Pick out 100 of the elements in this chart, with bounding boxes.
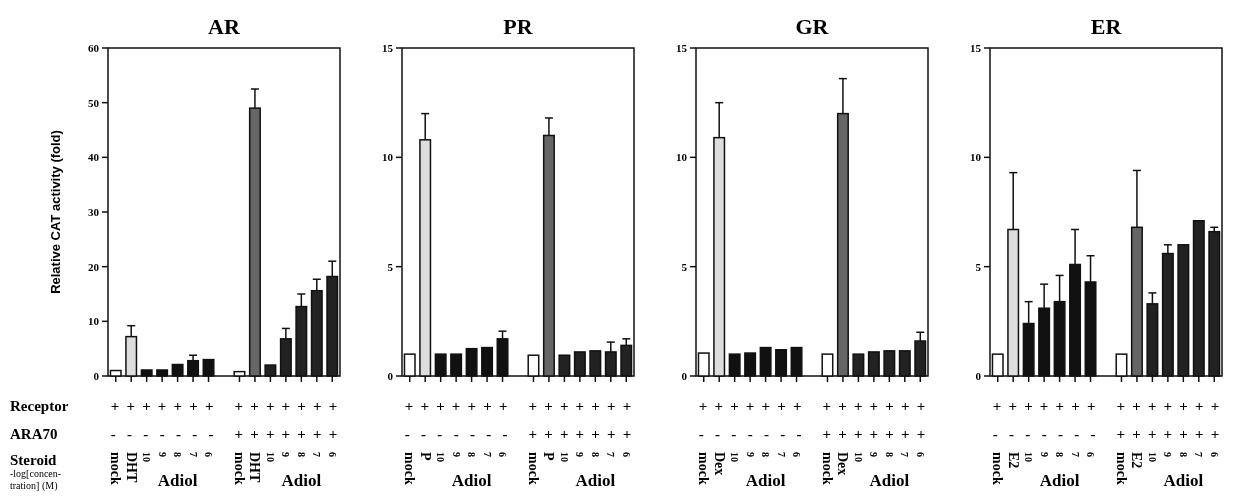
y-tick-label: 0 <box>975 369 982 382</box>
text: Steroid <box>10 452 58 468</box>
y-tick-label: 15 <box>676 41 688 54</box>
chart-title: PR <box>503 14 534 39</box>
x-tick-label: P <box>541 452 557 461</box>
x-tick-label: 9 <box>868 452 880 457</box>
x-tick-label: mock <box>231 452 247 485</box>
x-tick-label: 10 <box>558 452 570 462</box>
text: - - - - - - - <box>110 426 214 442</box>
x-tick-label: DHT <box>247 452 263 483</box>
text: - - - - - - - <box>698 426 802 442</box>
y-tick-label: 15 <box>970 41 982 54</box>
text: Receptor <box>10 398 69 414</box>
x-tick-label: mock <box>108 452 124 485</box>
y-tick-label: 5 <box>387 260 394 273</box>
x-tick-label: mock <box>819 452 835 485</box>
x-tick-label: E2 <box>1005 452 1021 469</box>
x-tick-label: 10 <box>1146 452 1158 462</box>
y-tick-label: 10 <box>676 151 688 164</box>
x-tick-label: Dex <box>835 452 851 476</box>
y-tick-label: 10 <box>970 151 982 164</box>
text: ARA70 <box>10 426 58 442</box>
x-tick-label: 8 <box>760 452 772 457</box>
x-tick-label: DHT <box>123 452 139 483</box>
y-tick-label: 60 <box>88 41 100 54</box>
x-tick-label: mock <box>696 452 712 485</box>
text: Adiol <box>575 471 616 490</box>
x-tick-label: mock <box>1113 452 1129 485</box>
x-tick-label: 6 <box>497 452 509 457</box>
text: Adiol <box>1163 471 1204 490</box>
x-tick-label: 9 <box>450 452 462 457</box>
x-tick-label: 6 <box>791 452 803 457</box>
x-tick-label: 7 <box>605 452 617 457</box>
text: - - - - - - - <box>992 426 1096 442</box>
text: + + + + + + + <box>1116 398 1220 414</box>
x-tick-label: 8 <box>883 452 895 457</box>
text: + + + + + + + <box>822 398 926 414</box>
x-tick-label: 9 <box>574 452 586 457</box>
x-tick-label: 10 <box>264 452 276 462</box>
x-tick-label: 10 <box>141 452 153 462</box>
y-tick-label: 10 <box>88 315 100 328</box>
text: + + + + + + + <box>110 398 214 414</box>
text: + + + + + + + <box>822 426 926 442</box>
x-tick-label: 9 <box>280 452 292 457</box>
x-tick-label: 8 <box>1177 452 1189 457</box>
y-tick-label: 15 <box>382 41 394 54</box>
x-tick-label: mock <box>990 452 1006 485</box>
x-tick-label: 9 <box>156 452 168 457</box>
text: Adiol <box>745 471 786 490</box>
y-tick-label: 50 <box>88 96 100 109</box>
y-tick-label: 0 <box>681 369 688 382</box>
x-tick-label: 6 <box>620 452 632 457</box>
text: + + + + + + + <box>1116 426 1220 442</box>
chart-title: ER <box>1090 14 1123 39</box>
y-tick-label: 40 <box>88 151 100 164</box>
x-tick-label: 10 <box>729 452 741 462</box>
x-tick-label: 7 <box>481 452 493 457</box>
text: + + + + + + + <box>992 398 1096 414</box>
text: -log[concen-tration] (M) <box>10 468 62 492</box>
y-tick-label: 0 <box>387 369 394 382</box>
x-tick-label: 9 <box>1038 452 1050 457</box>
text: Adiol <box>1039 471 1080 490</box>
y-tick-label: 5 <box>975 260 982 273</box>
y-tick-label: 20 <box>88 260 100 273</box>
x-tick-label: 10 <box>1023 452 1035 462</box>
x-tick-label: P <box>417 452 433 461</box>
x-tick-label: 8 <box>589 452 601 457</box>
text: Adiol <box>869 471 910 490</box>
text: - - - - - - - <box>404 426 508 442</box>
y-tick-label: 30 <box>88 205 100 218</box>
x-tick-label: Dex <box>711 452 727 476</box>
x-tick-label: 8 <box>172 452 184 457</box>
text: Adiol <box>281 471 322 490</box>
text: Adiol <box>451 471 492 490</box>
y-tick-label: 5 <box>681 260 688 273</box>
text: + + + + + + + <box>698 398 802 414</box>
y-tick-label: 10 <box>382 151 394 164</box>
x-tick-label: 7 <box>1193 452 1205 457</box>
x-tick-label: E2 <box>1129 452 1145 469</box>
x-tick-label: 10 <box>852 452 864 462</box>
x-tick-label: 6 <box>1208 452 1220 457</box>
x-tick-label: 9 <box>1162 452 1174 457</box>
x-tick-label: 8 <box>295 452 307 457</box>
y-axis-title: Relative CAT activity (fold) <box>48 130 63 294</box>
chart-title: GR <box>795 14 830 39</box>
x-tick-label: 7 <box>1069 452 1081 457</box>
x-tick-label: 7 <box>899 452 911 457</box>
text: + + + + + + + <box>528 426 632 442</box>
x-tick-label: 9 <box>744 452 756 457</box>
y-tick-label: 0 <box>93 369 100 382</box>
x-tick-label: mock <box>525 452 541 485</box>
chart-title: AR <box>208 14 241 39</box>
x-tick-label: 6 <box>914 452 926 457</box>
x-tick-label: 6 <box>326 452 338 457</box>
x-tick-label: 7 <box>311 452 323 457</box>
x-tick-label: 8 <box>466 452 478 457</box>
text: + + + + + + + <box>234 426 338 442</box>
x-tick-label: 6 <box>1085 452 1097 457</box>
x-tick-label: 6 <box>203 452 215 457</box>
x-tick-label: 8 <box>1054 452 1066 457</box>
